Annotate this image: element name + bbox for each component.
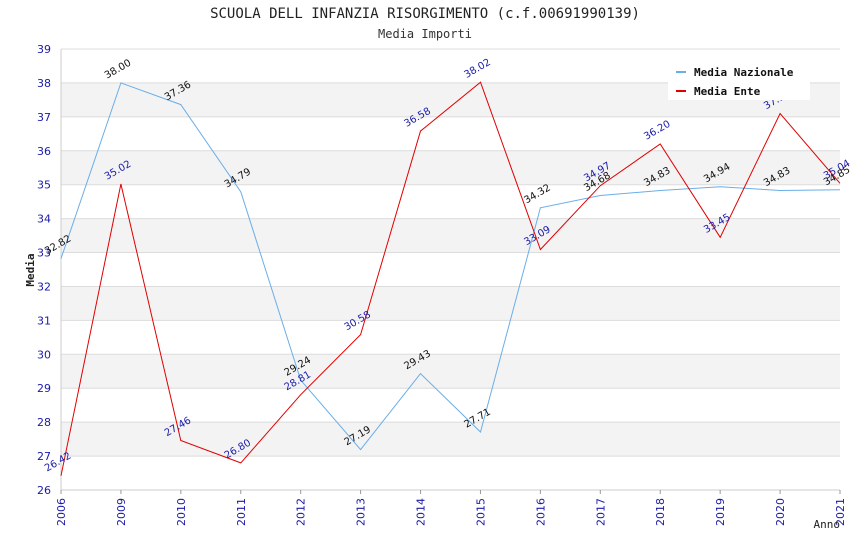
- grid-lines: [61, 48, 840, 491]
- data-label: 34.32: [522, 183, 552, 207]
- x-tick-label: 2011: [235, 498, 248, 526]
- legend-background: [668, 60, 810, 100]
- x-tick-label: 2014: [415, 498, 428, 526]
- x-tick-label: 2017: [594, 498, 607, 526]
- y-tick-label: 32: [37, 280, 51, 293]
- x-tick-label: 2019: [714, 498, 727, 526]
- x-tick-label: 2020: [774, 498, 787, 526]
- y-tick-label: 31: [37, 314, 51, 327]
- data-label: 32.82: [43, 233, 73, 257]
- y-tick-label: 28: [37, 416, 51, 429]
- y-tick-label: 36: [37, 145, 51, 158]
- legend-entry: Media Ente: [694, 85, 761, 98]
- y-tick-label: 37: [37, 111, 51, 124]
- x-tick-label: 2021: [834, 498, 847, 526]
- y-tick-label: 34: [37, 213, 51, 226]
- x-tick-label: 2013: [355, 498, 368, 526]
- series-lines: [60, 81, 841, 476]
- x-tick-label: 2006: [55, 498, 68, 526]
- axes: [60, 49, 841, 494]
- y-tick-label: 35: [37, 179, 51, 192]
- x-tick-label: 2012: [295, 498, 308, 526]
- series-line-1: [60, 82, 841, 451]
- grid-band: [61, 150, 840, 185]
- chart-subtitle: Media Importi: [378, 27, 472, 41]
- data-labels: 32.8238.0037.3634.7929.2427.1929.4327.71…: [43, 57, 850, 474]
- y-tick-label: 38: [37, 77, 51, 90]
- data-label: 38.02: [462, 57, 492, 81]
- y-tick-labels: 26 27 28 29 30 31 32 33 34 35 36 37 38 39: [37, 43, 51, 497]
- x-tick-label: 2016: [534, 498, 547, 526]
- x-tick-label: 2010: [175, 498, 188, 526]
- y-tick-label: 29: [37, 382, 51, 395]
- x-tick-labels: 2006 2009 2010 2011 2012 2013 2014 2015 2016 2017…: [55, 498, 847, 526]
- y-tick-label: 26: [37, 484, 51, 497]
- legend-entry: Media Nazionale: [694, 66, 794, 79]
- data-label: 36.20: [642, 119, 672, 143]
- chart-title: SCUOLA DELL INFANZIA RISORGIMENTO (c.f.0…: [210, 6, 640, 22]
- grid-band: [61, 286, 840, 321]
- grid-band: [61, 354, 840, 389]
- grid-bands: [61, 82, 840, 457]
- series-line-2: [60, 81, 841, 476]
- data-label: 38.00: [103, 58, 133, 82]
- grid-band: [61, 218, 840, 253]
- x-tick-label: 2009: [115, 498, 128, 526]
- y-axis-label: Media: [24, 253, 37, 286]
- y-tick-label: 27: [37, 450, 51, 463]
- x-axis-label: Anno: [814, 518, 841, 531]
- legend: Media Nazionale Media Ente: [668, 60, 810, 100]
- y-tick-label: 39: [37, 43, 51, 56]
- grid-band: [61, 422, 840, 457]
- x-tick-label: 2015: [474, 498, 487, 526]
- y-tick-label: 30: [37, 348, 51, 361]
- x-tick-label: 2018: [654, 498, 667, 526]
- y-tick-label: 33: [37, 247, 51, 260]
